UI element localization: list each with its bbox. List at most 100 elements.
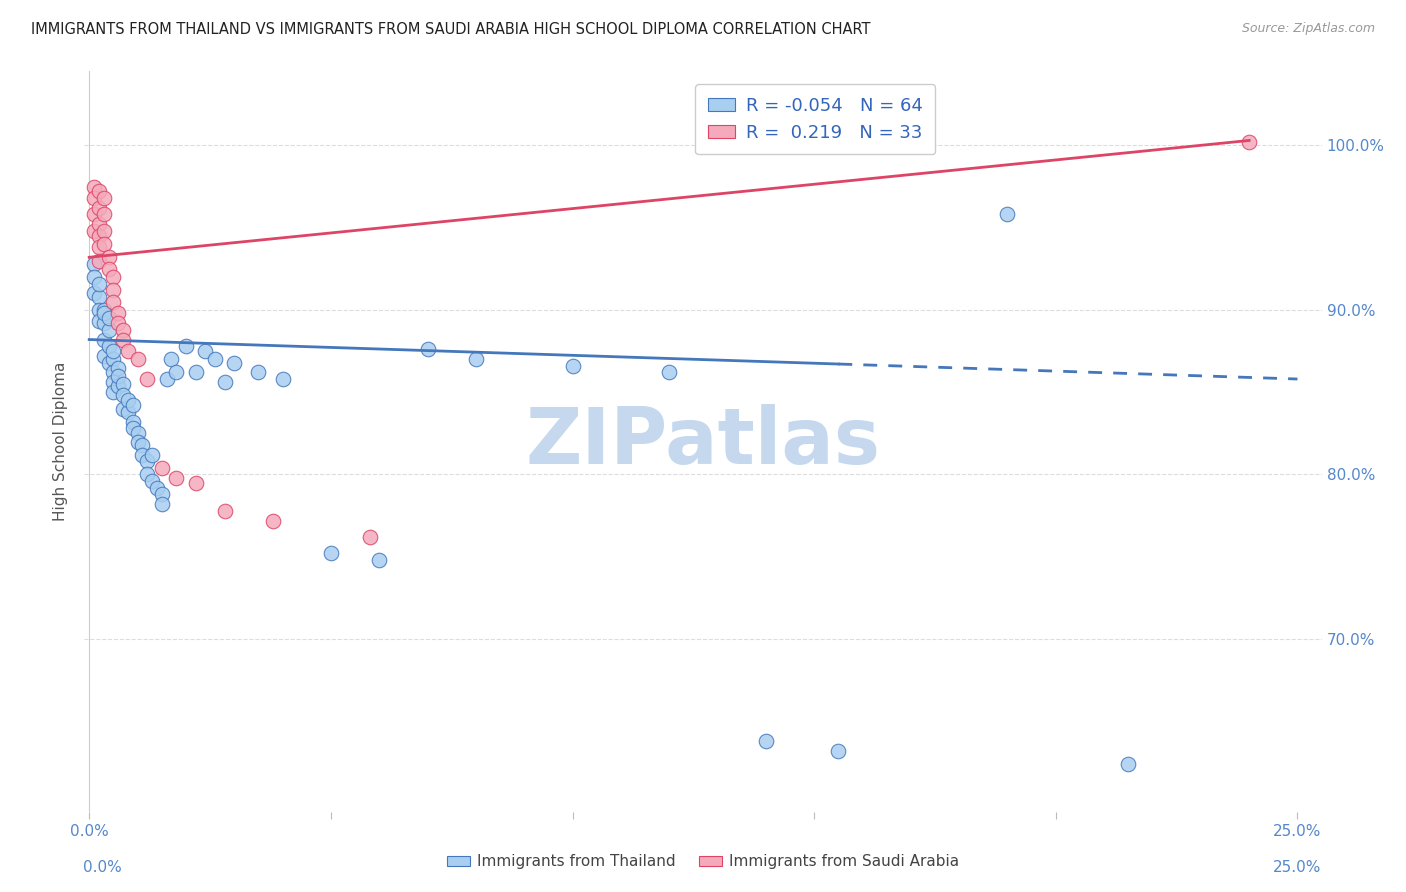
Point bbox=[150, 461, 173, 475]
Point bbox=[755, 734, 778, 748]
Point bbox=[368, 553, 391, 567]
Point bbox=[214, 376, 236, 390]
Point bbox=[87, 314, 110, 328]
Text: Source: ZipAtlas.com: Source: ZipAtlas.com bbox=[1241, 22, 1375, 36]
Point bbox=[103, 366, 125, 380]
Point bbox=[150, 497, 173, 511]
Point bbox=[112, 401, 135, 416]
Point bbox=[83, 270, 105, 285]
Point bbox=[93, 306, 115, 320]
Point bbox=[319, 546, 342, 560]
Point bbox=[1118, 757, 1140, 772]
Point bbox=[97, 311, 120, 326]
Point bbox=[136, 467, 159, 482]
Point bbox=[464, 352, 486, 367]
Point bbox=[93, 237, 115, 252]
Point bbox=[87, 185, 110, 199]
Point bbox=[87, 240, 110, 254]
Point bbox=[146, 481, 169, 495]
Point bbox=[103, 283, 125, 297]
Point bbox=[155, 372, 177, 386]
Point bbox=[416, 343, 439, 357]
Point bbox=[827, 744, 849, 758]
Point bbox=[174, 339, 197, 353]
Point bbox=[83, 257, 105, 271]
Point bbox=[83, 179, 105, 194]
Text: IMMIGRANTS FROM THAILAND VS IMMIGRANTS FROM SAUDI ARABIA HIGH SCHOOL DIPLOMA COR: IMMIGRANTS FROM THAILAND VS IMMIGRANTS F… bbox=[31, 22, 870, 37]
Point bbox=[87, 290, 110, 304]
Point bbox=[97, 323, 120, 337]
Point bbox=[107, 316, 129, 330]
Point bbox=[93, 207, 115, 221]
Point bbox=[107, 360, 129, 375]
Point bbox=[127, 352, 149, 367]
Point bbox=[121, 398, 143, 412]
Point bbox=[83, 191, 105, 205]
Point bbox=[184, 475, 207, 490]
Point bbox=[103, 352, 125, 367]
Point bbox=[112, 333, 135, 347]
Point bbox=[87, 201, 110, 215]
Point bbox=[561, 359, 583, 373]
Point bbox=[103, 270, 125, 285]
Point bbox=[136, 372, 159, 386]
Point bbox=[103, 376, 125, 390]
Point bbox=[117, 393, 139, 408]
Point bbox=[271, 372, 294, 386]
Point bbox=[359, 530, 381, 544]
Point bbox=[214, 503, 236, 517]
Point bbox=[97, 261, 120, 276]
Point bbox=[127, 426, 149, 441]
Point bbox=[103, 294, 125, 309]
Point bbox=[262, 514, 284, 528]
Point bbox=[117, 344, 139, 359]
Point bbox=[83, 224, 105, 238]
Point bbox=[127, 434, 149, 449]
Point bbox=[97, 250, 120, 264]
Point bbox=[83, 286, 105, 301]
Point bbox=[87, 302, 110, 317]
Point bbox=[997, 207, 1019, 221]
Point bbox=[165, 366, 187, 380]
Point bbox=[87, 253, 110, 268]
Point bbox=[121, 415, 143, 429]
Point bbox=[247, 366, 270, 380]
Point bbox=[107, 306, 129, 320]
Point bbox=[93, 191, 115, 205]
Legend: Immigrants from Thailand, Immigrants from Saudi Arabia: Immigrants from Thailand, Immigrants fro… bbox=[440, 848, 966, 875]
Point bbox=[97, 339, 120, 353]
Point bbox=[121, 421, 143, 435]
Point bbox=[107, 378, 129, 392]
Point bbox=[131, 448, 153, 462]
Point bbox=[141, 448, 163, 462]
Point bbox=[93, 224, 115, 238]
Text: 0.0%: 0.0% bbox=[83, 860, 122, 875]
Point bbox=[87, 228, 110, 243]
Point bbox=[194, 344, 217, 359]
Point bbox=[204, 352, 226, 367]
Point bbox=[93, 349, 115, 363]
Point bbox=[117, 405, 139, 419]
Point bbox=[97, 355, 120, 369]
Text: 25.0%: 25.0% bbox=[1274, 860, 1322, 875]
Point bbox=[87, 218, 110, 232]
Point bbox=[93, 316, 115, 330]
Point bbox=[150, 487, 173, 501]
Point bbox=[107, 368, 129, 383]
Point bbox=[103, 385, 125, 400]
Point bbox=[658, 366, 681, 380]
Legend: R = -0.054   N = 64, R =  0.219   N = 33: R = -0.054 N = 64, R = 0.219 N = 33 bbox=[695, 84, 935, 154]
Point bbox=[87, 277, 110, 291]
Point bbox=[112, 376, 135, 391]
Text: ZIPatlas: ZIPatlas bbox=[526, 403, 880, 480]
Point bbox=[224, 355, 246, 369]
Point bbox=[83, 207, 105, 221]
Y-axis label: High School Diploma: High School Diploma bbox=[53, 362, 69, 521]
Point bbox=[165, 471, 187, 485]
Point bbox=[103, 344, 125, 359]
Point bbox=[93, 333, 115, 347]
Point bbox=[160, 352, 183, 367]
Point bbox=[131, 438, 153, 452]
Point bbox=[93, 302, 115, 317]
Point bbox=[184, 366, 207, 380]
